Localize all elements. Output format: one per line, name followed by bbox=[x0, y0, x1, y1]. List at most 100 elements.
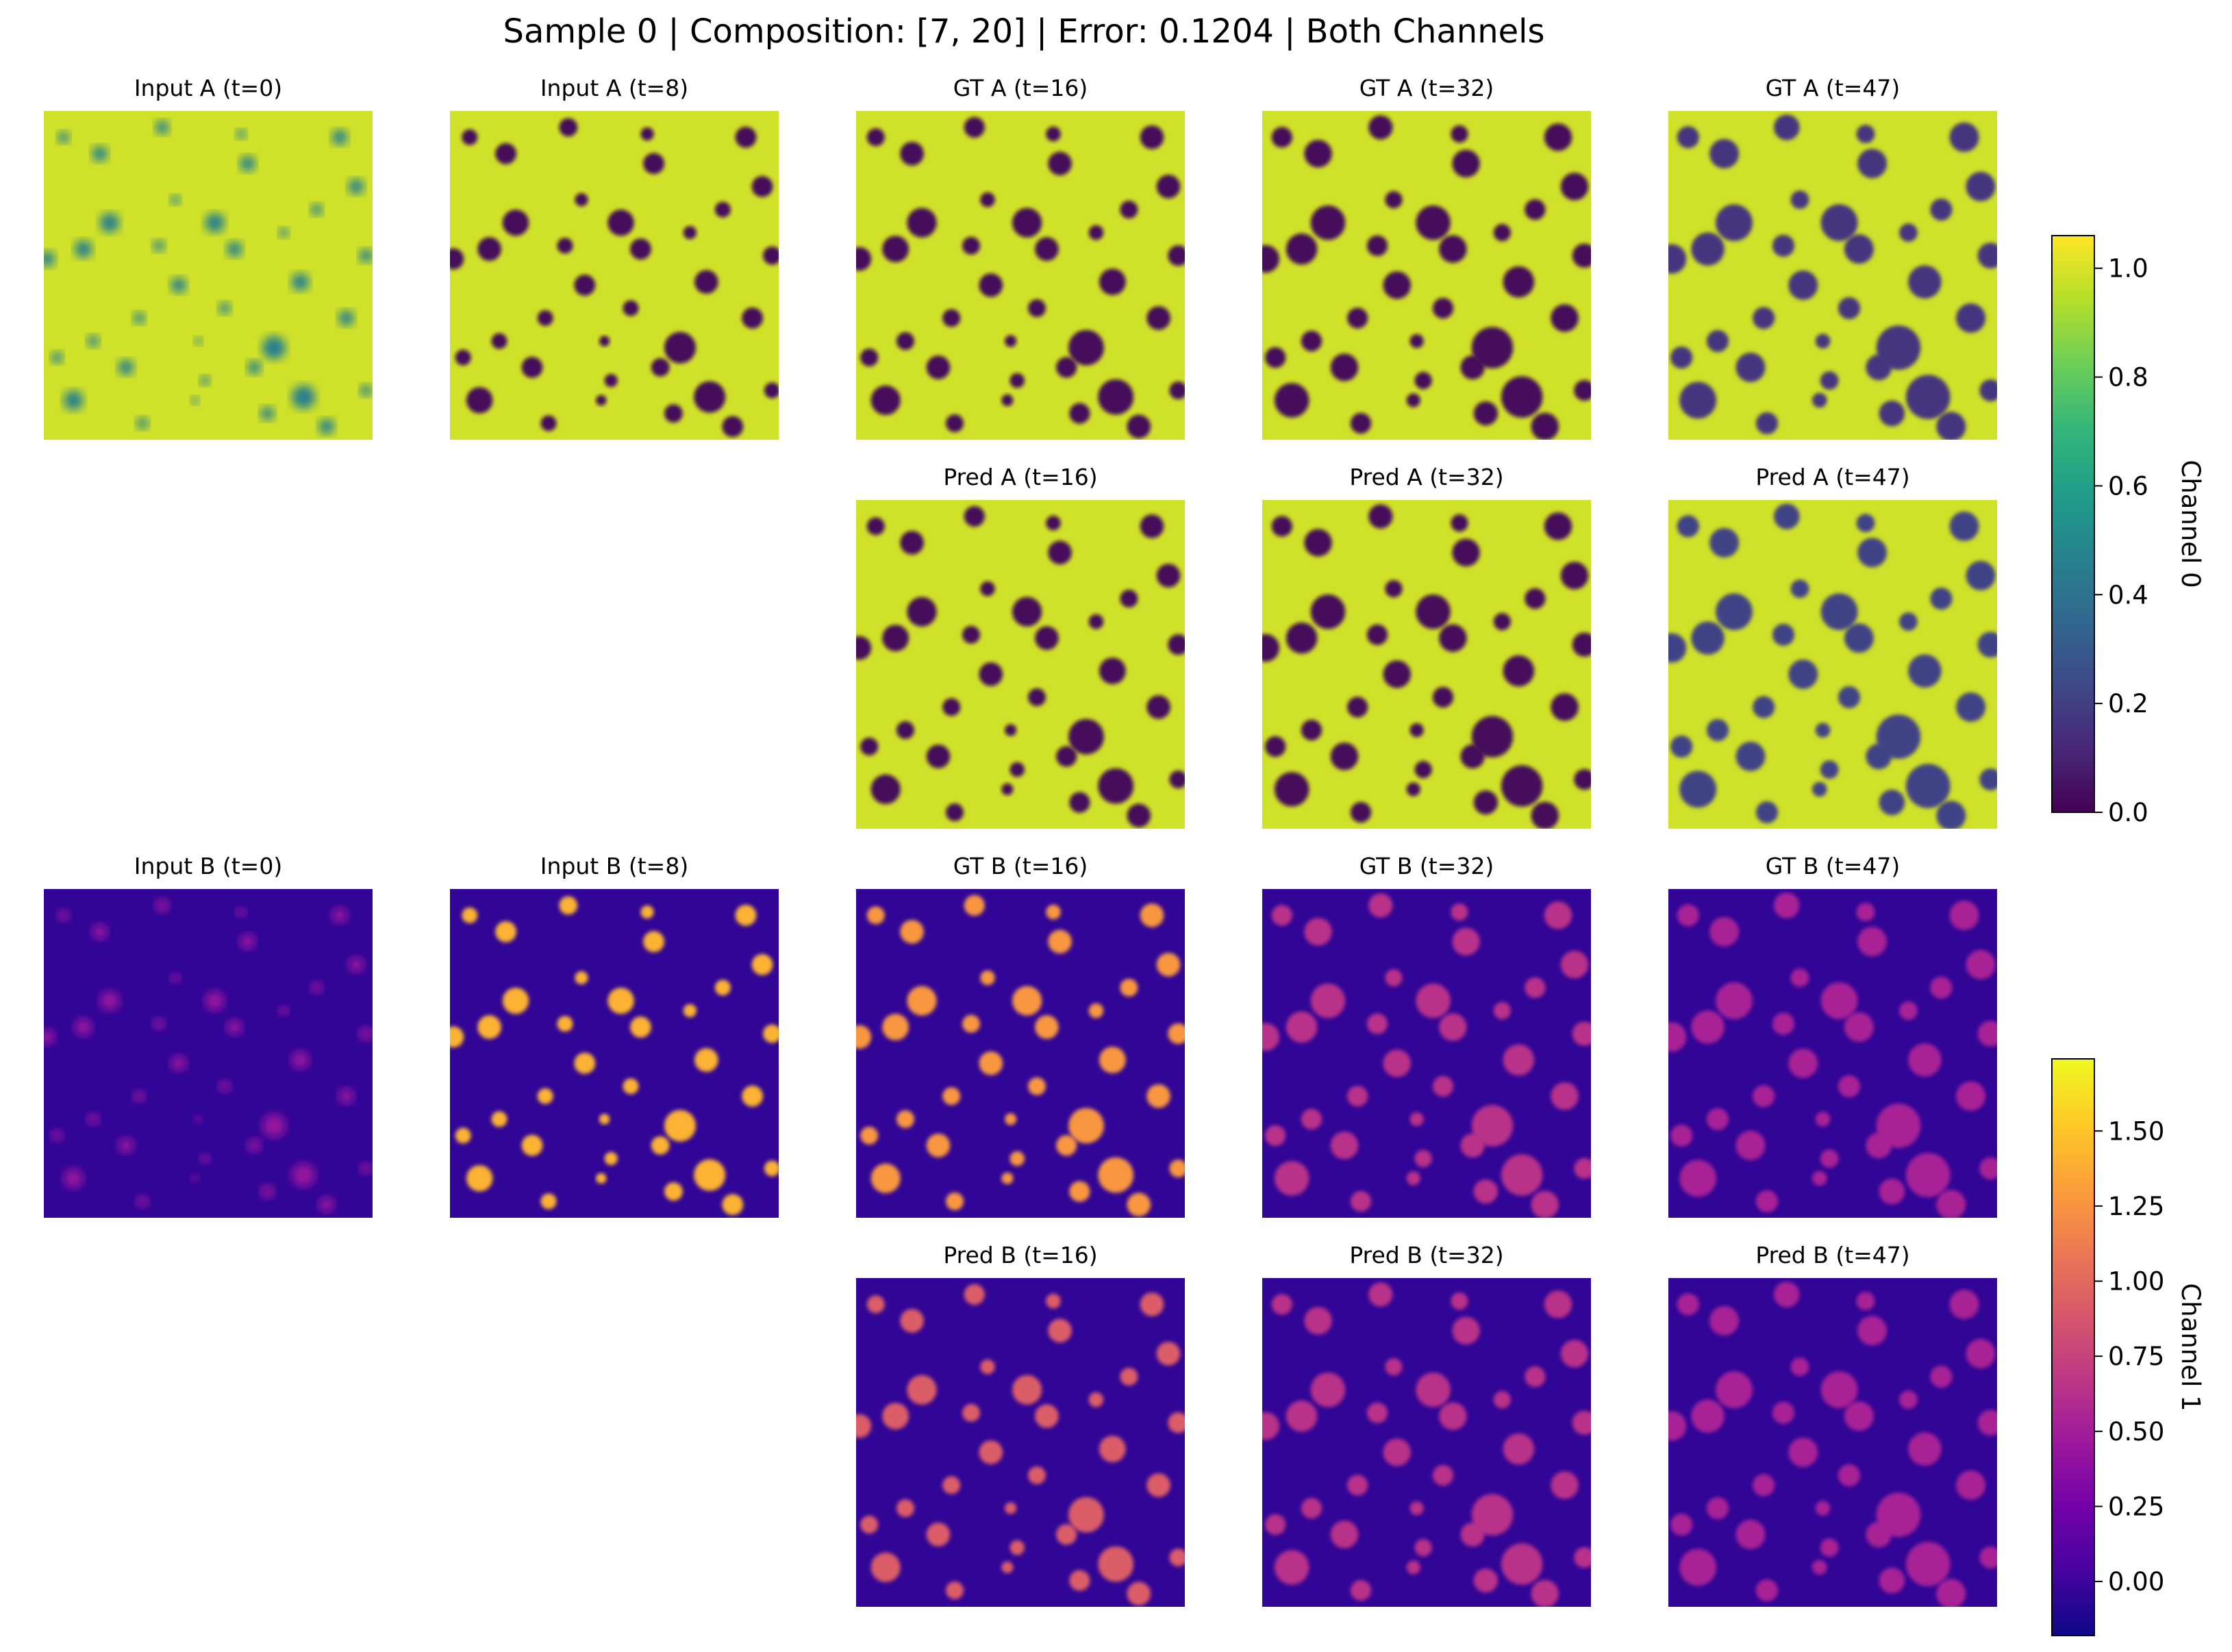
heatmap-blob bbox=[1140, 903, 1164, 927]
heatmap-blob bbox=[1936, 412, 1966, 440]
heatmap-blob bbox=[194, 337, 203, 345]
heatmap-blob bbox=[1414, 761, 1432, 779]
heatmap-blob bbox=[318, 418, 335, 435]
heatmap-blob bbox=[1551, 1082, 1579, 1110]
heatmap-blob bbox=[1005, 1502, 1017, 1514]
heatmap-blob bbox=[1120, 590, 1138, 608]
heatmap-blob bbox=[1099, 658, 1126, 684]
heatmap-blob bbox=[1908, 1043, 1942, 1077]
heatmap-blob bbox=[1844, 1401, 1874, 1431]
heatmap-blob bbox=[1525, 199, 1546, 221]
heatmap-blob bbox=[1820, 760, 1839, 779]
heatmap-blob bbox=[1820, 204, 1858, 242]
heatmap-blob bbox=[599, 336, 610, 347]
heatmap-blob bbox=[200, 1153, 210, 1164]
heatmap-blob bbox=[980, 970, 995, 986]
heatmap-blob bbox=[1069, 792, 1090, 813]
heatmap-blob bbox=[1709, 527, 1740, 558]
heatmap-blob bbox=[1416, 205, 1451, 240]
heatmap-blob bbox=[262, 336, 286, 360]
heatmap-blob bbox=[946, 1581, 964, 1599]
heatmap-blob bbox=[866, 517, 885, 536]
heatmap-blob bbox=[1127, 803, 1151, 828]
heatmap-blob bbox=[946, 1192, 964, 1210]
heatmap-blob bbox=[74, 1018, 92, 1036]
heatmap-blob bbox=[1815, 334, 1831, 349]
heatmap-blob bbox=[240, 155, 256, 172]
panel-gt-a-t16: GT A (t=16) bbox=[856, 75, 1185, 440]
heatmap-blob bbox=[1551, 304, 1579, 332]
heatmap-blob bbox=[980, 192, 995, 208]
colorbar-tick-label: 0.75 bbox=[2108, 1342, 2164, 1371]
heatmap-blob bbox=[226, 1019, 242, 1036]
heatmap-blob bbox=[1772, 1012, 1795, 1035]
heatmap-blob bbox=[1056, 746, 1077, 767]
heatmap-blob bbox=[1753, 696, 1775, 718]
heatmap-blob bbox=[1790, 579, 1809, 598]
heatmap-blob bbox=[1304, 529, 1332, 557]
heatmap-blob bbox=[118, 1137, 134, 1153]
heatmap-blob bbox=[1439, 235, 1467, 263]
heatmap-blob bbox=[1668, 1022, 1687, 1052]
heatmap-blob bbox=[1574, 1547, 1591, 1568]
heatmap-blob bbox=[1670, 1124, 1693, 1147]
heatmap-blob bbox=[1451, 903, 1468, 921]
heatmap-blob bbox=[1304, 918, 1332, 946]
heatmap-blob bbox=[1088, 225, 1104, 240]
heatmap-blob bbox=[1368, 893, 1393, 918]
heatmap-blob bbox=[1098, 1546, 1134, 1582]
heatmap-blob bbox=[318, 1197, 335, 1213]
heatmap-blob bbox=[1301, 1108, 1322, 1130]
heatmap-blob bbox=[87, 335, 99, 347]
heatmap-blob bbox=[1265, 1125, 1286, 1147]
heatmap-blob bbox=[1271, 1294, 1292, 1315]
heatmap-blob bbox=[1010, 373, 1025, 388]
heatmap-blob bbox=[1560, 1340, 1589, 1368]
heatmap-blob bbox=[1876, 325, 1921, 370]
heatmap-blob bbox=[1069, 1570, 1090, 1591]
heatmap-blob bbox=[664, 331, 696, 364]
heatmap-blob bbox=[694, 1159, 726, 1191]
heatmap-blob bbox=[907, 986, 937, 1016]
heatmap-blob bbox=[1432, 1464, 1454, 1486]
heatmap-blob bbox=[1857, 538, 1888, 568]
heatmap-blob bbox=[170, 195, 181, 205]
heatmap-blob bbox=[1930, 976, 1953, 999]
heatmap-blob bbox=[44, 1029, 55, 1045]
heatmap-blob bbox=[1691, 621, 1725, 655]
heatmap-blob bbox=[1844, 623, 1874, 653]
heatmap-blob bbox=[1168, 245, 1185, 266]
heatmap-blob bbox=[58, 909, 70, 921]
heatmap-blob bbox=[1048, 151, 1072, 176]
heatmap-blob bbox=[866, 128, 885, 147]
heatmap-blob bbox=[1383, 1049, 1411, 1077]
heatmap-blob bbox=[742, 1086, 763, 1107]
heatmap-blob bbox=[1156, 1342, 1181, 1366]
heatmap-blob bbox=[860, 738, 879, 755]
heatmap-blob bbox=[926, 744, 951, 768]
panel-pred-a-t47: Pred A (t=47) bbox=[1668, 464, 1997, 829]
heatmap-blob bbox=[194, 1115, 203, 1123]
heatmap-blob bbox=[99, 990, 120, 1011]
heatmap-blob bbox=[1544, 512, 1572, 540]
heatmap-blob bbox=[1350, 412, 1372, 434]
heatmap-blob bbox=[1432, 1075, 1454, 1097]
heatmap-blob bbox=[1099, 1047, 1126, 1073]
heatmap-blob bbox=[870, 774, 901, 804]
heatmap-blob bbox=[1439, 1013, 1467, 1041]
heatmap-blob bbox=[964, 116, 985, 138]
heatmap-blob bbox=[1146, 1473, 1170, 1497]
heatmap-blob bbox=[279, 227, 289, 238]
heatmap-blob bbox=[1068, 1107, 1104, 1144]
panel-title: Input B (t=8) bbox=[540, 853, 688, 879]
heatmap-blob bbox=[714, 201, 731, 218]
heatmap-blob bbox=[1001, 394, 1014, 407]
heatmap-blob bbox=[1815, 1112, 1831, 1127]
heatmap-blob bbox=[1706, 718, 1729, 742]
heatmap-blob bbox=[236, 129, 247, 139]
panel-title: Pred B (t=16) bbox=[943, 1242, 1097, 1268]
heatmap-blob bbox=[1493, 224, 1511, 242]
heatmap-blob bbox=[1709, 916, 1740, 947]
heatmap-blob bbox=[1262, 245, 1279, 273]
heatmap-blob bbox=[1127, 1581, 1151, 1606]
